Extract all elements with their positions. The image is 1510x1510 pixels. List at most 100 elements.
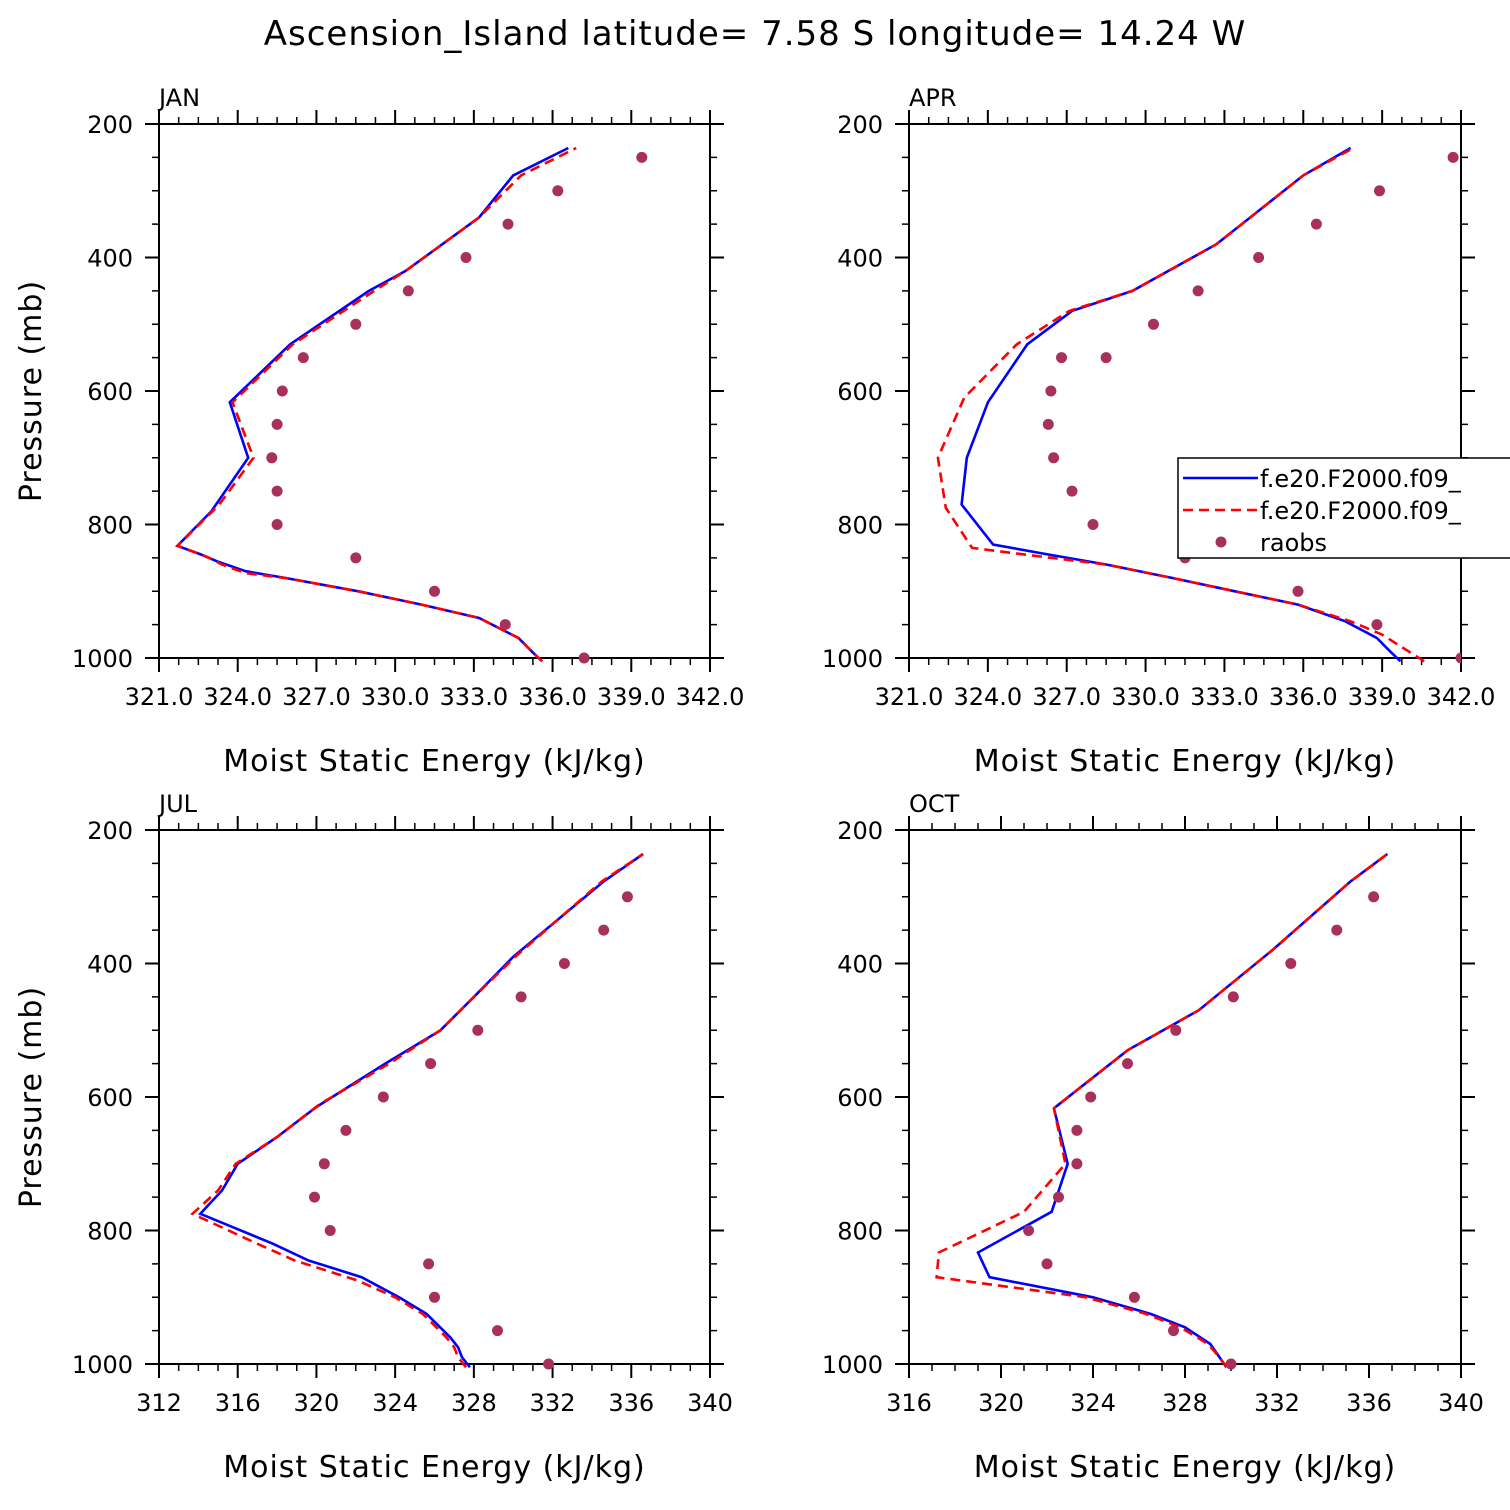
- x-tick-label: 333.0: [1190, 683, 1259, 711]
- panel-jul-raobs-point: [377, 1091, 389, 1103]
- panel-jul-raobs-point: [324, 1225, 336, 1236]
- panel-jul-series-1-line: [198, 852, 644, 1369]
- panel-apr-raobs-point: [1087, 519, 1099, 530]
- panel-oct-raobs-point: [1053, 1191, 1064, 1203]
- panel-jan-raobs-point: [429, 585, 440, 597]
- panel-jan-raobs-point: [636, 151, 648, 163]
- x-tick-label: 321.0: [125, 683, 194, 711]
- x-tick-label: 327.0: [282, 683, 351, 711]
- panel-jul-raobs-point: [558, 958, 570, 969]
- y-tick-label: 600: [837, 1084, 883, 1112]
- x-tick-label: 316: [215, 1389, 261, 1417]
- panel-oct-x-axis-label: Moist Static Energy (kJ/kg): [974, 1450, 1397, 1485]
- panel-jan-raobs-point: [460, 252, 472, 263]
- panel-jan-raobs-point: [578, 652, 590, 664]
- panel-jul-raobs-point: [621, 891, 633, 903]
- panel-jul-title: JUL: [157, 790, 198, 818]
- panel-apr-raobs-point: [1292, 585, 1304, 597]
- panel-jan-raobs-point: [271, 485, 283, 497]
- x-tick-label: 333.0: [439, 683, 508, 711]
- panel-jul-x-axis-label: Moist Static Energy (kJ/kg): [223, 1450, 646, 1485]
- y-tick-label: 800: [87, 1218, 133, 1246]
- legend-label-raobs: raobs: [1260, 529, 1327, 557]
- legend: f.e20.F2000.f09_ f.e20.F2000.f09_ raobs: [1177, 457, 1510, 559]
- panel-jul-frame: [158, 829, 711, 1365]
- panel-jul-raobs-point: [429, 1291, 440, 1303]
- panel-apr-raobs-point: [1192, 285, 1204, 297]
- panel-jan-series-2-line: [175, 146, 577, 663]
- panel-oct-series-2-line: [935, 852, 1389, 1369]
- x-tick-label: 336.0: [1269, 683, 1338, 711]
- panel-jul-raobs-point: [425, 1058, 437, 1070]
- x-tick-label: 327.0: [1032, 683, 1101, 711]
- panel-apr-raobs-point: [1066, 485, 1078, 497]
- panel-jan-raobs-point: [502, 218, 514, 230]
- y-tick-label: 200: [837, 111, 883, 139]
- panel-apr-raobs-point: [1048, 452, 1060, 464]
- y-tick-label: 600: [837, 378, 883, 406]
- panel-oct-title: OCT: [909, 790, 960, 818]
- y-tick-label: 1000: [822, 645, 883, 673]
- panel-apr-raobs-point: [1371, 619, 1383, 631]
- x-tick-label: 336: [1346, 1389, 1392, 1417]
- panel-jul-raobs-point: [492, 1325, 503, 1337]
- panel-jan-raobs-point: [271, 418, 283, 430]
- x-tick-label: 312: [136, 1389, 182, 1417]
- x-tick-label: 321.0: [875, 683, 944, 711]
- x-tick-label: 339.0: [597, 683, 666, 711]
- x-tick-label: 332: [1254, 1389, 1300, 1417]
- y-tick-label: 600: [87, 1084, 133, 1112]
- y-tick-label: 1000: [72, 1351, 133, 1379]
- x-tick-label: 320: [978, 1389, 1024, 1417]
- panel-jan-raobs-point: [350, 318, 362, 330]
- panel-apr-plot-area: [936, 146, 1461, 664]
- panel-oct-raobs-point: [1071, 1158, 1083, 1170]
- panel-oct-raobs-point: [1285, 958, 1297, 969]
- panel-jan: 200 400 600 800 1000 321.0 324.0 327.0 330.0 333.…: [14, 84, 744, 779]
- panel-jul-raobs-point: [543, 1358, 555, 1370]
- panel-jan-raobs-point: [271, 519, 283, 530]
- y-tick-label: 400: [87, 245, 133, 273]
- panels: 200 400 600 800 1000 321.0 324.0 327.0 330.0 333.…: [14, 84, 1495, 1485]
- panel-oct-raobs-point: [1227, 991, 1239, 1003]
- panel-apr-title: APR: [909, 84, 957, 112]
- y-tick-label: 800: [87, 512, 133, 540]
- panel-apr-raobs-point: [1148, 318, 1159, 330]
- panel-jul-raobs-point: [472, 1024, 484, 1036]
- x-tick-label: 324.0: [953, 683, 1022, 711]
- panel-oct-raobs-point: [1128, 1291, 1140, 1303]
- panel-jul-raobs-point: [318, 1158, 330, 1170]
- panel-jul-raobs-point: [340, 1124, 352, 1136]
- x-tick-label: 324: [372, 1389, 418, 1417]
- legend-box: [1177, 457, 1510, 559]
- y-tick-label: 400: [837, 245, 883, 273]
- panel-jul-series-2-line: [190, 852, 644, 1369]
- panel-oct-plot-area: [935, 852, 1389, 1370]
- panel-oct-raobs-point: [1331, 924, 1343, 936]
- panel-apr-raobs-point: [1374, 185, 1385, 197]
- panel-apr-series-2-line: [936, 146, 1425, 663]
- x-tick-label: 330.0: [1111, 683, 1180, 711]
- x-tick-label: 332: [530, 1389, 576, 1417]
- panel-jan-raobs-point: [402, 285, 414, 297]
- panel-oct-raobs-point: [1071, 1124, 1083, 1136]
- panel-jul-raobs-point: [309, 1191, 320, 1203]
- panel-jul-raobs-point: [423, 1258, 435, 1270]
- x-tick-label: 336.0: [518, 683, 587, 711]
- y-tick-label: 200: [87, 817, 133, 845]
- panel-oct-raobs-point: [1368, 891, 1380, 903]
- panel-apr-raobs-point: [1310, 218, 1322, 230]
- panel-jul-raobs-point: [515, 991, 527, 1003]
- panel-oct-raobs-point: [1170, 1024, 1182, 1036]
- panel-jul-y-axis-label: Pressure (mb): [14, 986, 49, 1208]
- panel-oct-raobs-point: [1122, 1058, 1133, 1070]
- x-tick-label: 340: [1438, 1389, 1484, 1417]
- y-tick-label: 200: [837, 817, 883, 845]
- y-tick-label: 1000: [72, 645, 133, 673]
- panel-apr-series-1-line: [960, 146, 1402, 663]
- panel-apr-x-axis-label: Moist Static Energy (kJ/kg): [974, 744, 1397, 779]
- panel-jan-raobs-point: [297, 352, 309, 364]
